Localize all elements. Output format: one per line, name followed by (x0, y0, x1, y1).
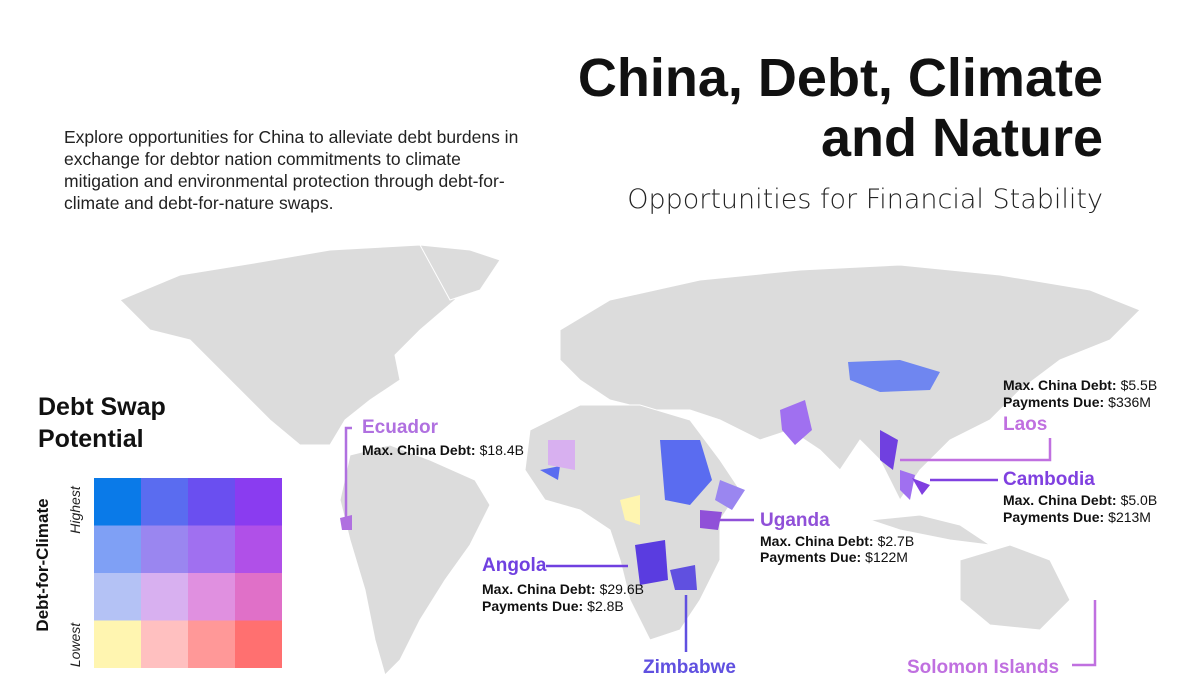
leader-line (1072, 600, 1097, 667)
debt-label: Max. China Debt: (1003, 377, 1117, 393)
legend-cell (188, 620, 235, 668)
debt-info: Payments Due: $2.8B (482, 598, 624, 614)
country-label: Angola (482, 555, 547, 576)
legend-cell (235, 620, 282, 668)
country-label: Uganda (760, 510, 830, 531)
debt-value: $5.0B (1121, 492, 1158, 508)
country (848, 360, 940, 392)
legend-cell (188, 573, 235, 621)
legend-title: Potential (38, 425, 144, 453)
debt-info: Max. China Debt: $29.6B (482, 581, 644, 597)
debt-value: $2.7B (878, 533, 915, 549)
debt-info: Max. China Debt: $18.4B (362, 442, 524, 458)
country (340, 515, 352, 530)
legend-cell (235, 573, 282, 621)
legend-cell (94, 620, 141, 668)
title-line: China, Debt, Climate (577, 48, 1103, 108)
legend-cell (188, 478, 235, 526)
debt-info: Max. China Debt: $5.5B (1003, 377, 1157, 393)
country-label: Zimbabwe (643, 657, 736, 675)
debt-info: Payments Due: $213M (1003, 509, 1151, 525)
legend-cell (94, 478, 141, 526)
country (635, 540, 668, 585)
country (620, 495, 640, 525)
country (548, 440, 575, 470)
debt-info: Payments Due: $122M (760, 549, 908, 565)
leader-lines (344, 426, 1097, 667)
debt-label: Payments Due: (1003, 394, 1104, 410)
debt-info: Payments Due: $336M (1003, 394, 1151, 410)
country (880, 430, 898, 470)
legend: Debt Swap Potential Debt-for-Climate Highes… (33, 393, 282, 668)
debt-label: Max. China Debt: (760, 533, 874, 549)
debt-value: $213M (1108, 509, 1151, 525)
highlighted-countries (340, 360, 940, 590)
legend-high: Highest (67, 485, 83, 534)
legend-cell (141, 573, 188, 621)
country (700, 510, 722, 530)
legend-cell (94, 525, 141, 573)
leader-line (344, 426, 352, 522)
country-label: Laos (1003, 414, 1047, 435)
legend-axis-label: Debt-for-Climate (33, 498, 52, 631)
debt-label: Max. China Debt: (362, 442, 476, 458)
legend-cell (141, 525, 188, 573)
country-label: Solomon Islands (907, 657, 1059, 675)
country (780, 400, 812, 445)
country (670, 565, 697, 590)
country-label: Ecuador (362, 417, 439, 438)
debt-value: $18.4B (480, 442, 524, 458)
leader-line (900, 438, 1052, 462)
debt-value: $2.8B (587, 598, 624, 614)
legend-cell (235, 525, 282, 573)
legend-title: Debt Swap (38, 393, 166, 421)
debt-label: Payments Due: (1003, 509, 1104, 525)
country (660, 440, 712, 505)
country (912, 478, 930, 495)
legend-cell (235, 478, 282, 526)
country-label: Cambodia (1003, 469, 1095, 490)
legend-cell (94, 573, 141, 621)
debt-value: $122M (865, 549, 908, 565)
subtitle: Opportunities for Financial Stability (627, 184, 1103, 215)
debt-label: Max. China Debt: (1003, 492, 1117, 508)
country (540, 466, 560, 480)
title: China, Debt, Climate and Nature (578, 48, 1103, 168)
debt-label: Payments Due: (482, 598, 583, 614)
country (900, 470, 915, 500)
debt-value: $336M (1108, 394, 1151, 410)
title-line: and Nature (820, 108, 1103, 168)
country (715, 480, 745, 510)
legend-cell (141, 620, 188, 668)
debt-label: Max. China Debt: (482, 581, 596, 597)
debt-info: Max. China Debt: $5.0B (1003, 492, 1157, 508)
debt-label: Payments Due: (760, 549, 861, 565)
description: Explore opportunities for China to allev… (64, 127, 519, 213)
debt-value: $5.5B (1121, 377, 1158, 393)
legend-cell (188, 525, 235, 573)
legend-cell (141, 478, 188, 526)
debt-value: $29.6B (600, 581, 644, 597)
debt-info: Max. China Debt: $2.7B (760, 533, 914, 549)
legend-low: Lowest (67, 622, 83, 667)
